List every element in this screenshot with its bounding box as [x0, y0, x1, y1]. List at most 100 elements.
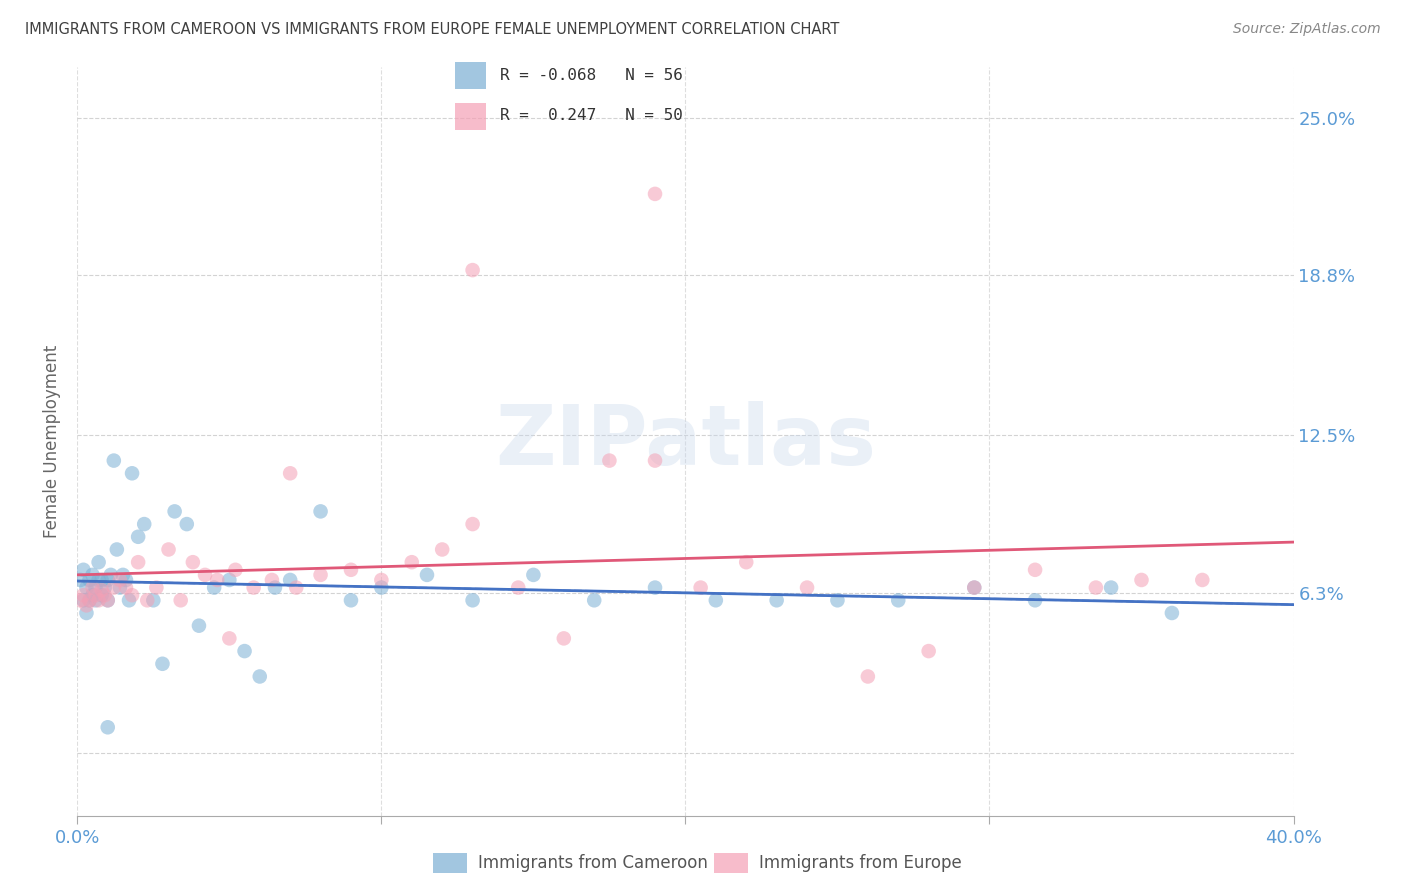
Point: [309, 504, 332, 518]
Point: [87, 573, 110, 587]
Point: [90, 588, 112, 602]
Point: [97, 593, 120, 607]
Point: [142, 593, 165, 607]
Point: [115, 581, 138, 595]
Point: [370, 573, 392, 587]
Point: [87, 555, 110, 569]
Point: [118, 593, 141, 607]
Point: [233, 644, 256, 658]
Point: [79, 593, 101, 607]
Point: [796, 581, 818, 595]
Text: Immigrants from Europe: Immigrants from Europe: [759, 854, 962, 872]
Point: [918, 644, 941, 658]
Point: [522, 567, 544, 582]
Point: [69, 573, 91, 587]
Point: [103, 581, 125, 595]
Point: [97, 720, 120, 734]
Point: [75, 581, 97, 595]
Point: [416, 567, 439, 582]
Point: [202, 581, 225, 595]
Point: [1084, 581, 1107, 595]
Point: [827, 593, 849, 607]
Point: [461, 263, 484, 277]
Point: [340, 593, 363, 607]
Point: [644, 186, 666, 201]
Point: [963, 581, 986, 595]
Point: [1024, 593, 1046, 607]
Point: [704, 593, 727, 607]
Point: [963, 581, 986, 595]
Point: [108, 581, 131, 595]
Point: [553, 632, 575, 646]
Point: [598, 453, 620, 467]
Bar: [456, 103, 486, 130]
Point: [181, 555, 204, 569]
Point: [100, 567, 122, 582]
Point: [278, 573, 301, 587]
Point: [69, 593, 91, 607]
Point: [90, 583, 112, 598]
Point: [508, 581, 530, 595]
Point: [75, 606, 97, 620]
Y-axis label: Female Unemployment: Female Unemployment: [44, 345, 62, 538]
Point: [430, 542, 453, 557]
Point: [264, 581, 287, 595]
Point: [84, 581, 107, 595]
Point: [103, 453, 125, 467]
Point: [735, 555, 758, 569]
Point: [79, 593, 101, 607]
Text: IMMIGRANTS FROM CAMEROON VS IMMIGRANTS FROM EUROPE FEMALE UNEMPLOYMENT CORRELATI: IMMIGRANTS FROM CAMEROON VS IMMIGRANTS F…: [25, 22, 839, 37]
Text: R =  0.247   N = 50: R = 0.247 N = 50: [499, 108, 682, 123]
Point: [93, 588, 115, 602]
Point: [242, 581, 264, 595]
Point: [461, 517, 484, 532]
Point: [87, 593, 110, 607]
Bar: [456, 62, 486, 89]
Point: [82, 581, 104, 595]
Point: [1024, 563, 1046, 577]
Point: [249, 669, 271, 683]
Point: [205, 573, 228, 587]
Point: [145, 581, 167, 595]
Point: [285, 581, 308, 595]
Point: [260, 573, 283, 587]
Point: [887, 593, 910, 607]
Point: [79, 573, 101, 587]
Point: [134, 517, 156, 532]
Point: [72, 593, 94, 607]
Point: [82, 567, 104, 582]
Text: Immigrants from Cameroon: Immigrants from Cameroon: [478, 854, 707, 872]
Point: [856, 669, 879, 683]
Point: [84, 588, 107, 602]
Point: [90, 573, 112, 587]
Point: [218, 573, 240, 587]
Point: [1191, 573, 1213, 587]
Text: Source: ZipAtlas.com: Source: ZipAtlas.com: [1233, 22, 1381, 37]
Point: [765, 593, 787, 607]
Point: [121, 467, 143, 481]
Point: [340, 563, 363, 577]
Point: [136, 593, 159, 607]
Point: [97, 593, 120, 607]
Text: R = -0.068   N = 56: R = -0.068 N = 56: [499, 68, 682, 83]
Point: [72, 563, 94, 577]
Point: [194, 567, 217, 582]
Point: [121, 588, 143, 602]
Point: [188, 618, 211, 632]
Point: [278, 467, 301, 481]
Point: [127, 555, 149, 569]
Text: ZIPatlas: ZIPatlas: [495, 401, 876, 482]
Point: [97, 573, 120, 587]
Point: [461, 593, 484, 607]
Point: [93, 581, 115, 595]
Point: [75, 599, 97, 613]
Point: [218, 632, 240, 646]
Point: [644, 581, 666, 595]
Point: [111, 567, 134, 582]
Point: [72, 588, 94, 602]
Point: [127, 530, 149, 544]
Point: [1161, 606, 1184, 620]
Point: [644, 453, 666, 467]
Point: [115, 573, 138, 587]
Point: [370, 581, 392, 595]
